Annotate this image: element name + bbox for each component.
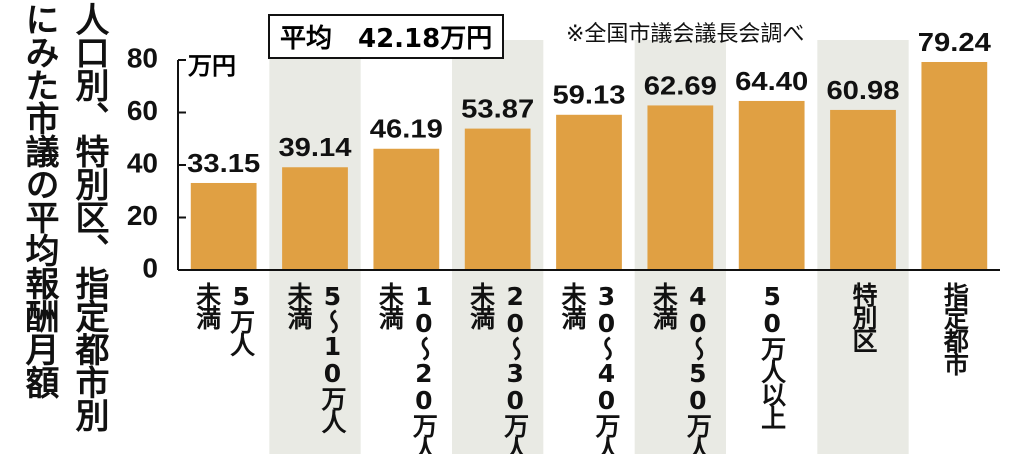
y-tick-label: 40 <box>127 147 158 178</box>
x-tick-label-column: 30～40万人 <box>591 282 621 454</box>
bar <box>738 100 805 270</box>
value-label: 53.87 <box>461 93 534 123</box>
y-tick-label: 80 <box>127 42 158 73</box>
source-note: ※全国市議会議長会調べ <box>566 22 805 47</box>
x-tick-label: 10～20万人 未満 <box>361 282 452 454</box>
x-tick-label-column: 未満 <box>192 282 222 328</box>
chart-title: 人口別、特別区、指定都市別にみた市議の平均報酬月額 <box>19 2 109 431</box>
x-tick-label-column: 未満 <box>375 282 405 328</box>
bar <box>282 167 348 270</box>
average-note: 平均 42.18万円 <box>268 14 505 59</box>
y-tick-label: 60 <box>127 95 158 126</box>
y-unit: 万円 <box>188 52 236 80</box>
x-tick-label-column: 未満 <box>283 282 313 328</box>
x-tick-label: 特別区 <box>817 282 908 351</box>
value-label: 46.19 <box>370 114 443 144</box>
x-tick-label: 指定都市 <box>909 282 1000 374</box>
bar <box>556 114 622 270</box>
x-tick-label-column: 5～10万人 <box>317 282 347 432</box>
bar <box>190 182 257 270</box>
x-tick-label-column: 指定都市 <box>940 282 970 374</box>
x-tick-label: 20～30万人 未満 <box>452 282 543 454</box>
x-tick-label-column: 10～20万人 <box>409 282 439 454</box>
value-label: 59.13 <box>552 80 625 110</box>
value-label: 33.15 <box>187 148 260 178</box>
x-tick-label-column: 特別区 <box>848 282 878 351</box>
bar <box>830 109 896 271</box>
value-label: 62.69 <box>644 70 717 100</box>
x-tick-label-column: 未満 <box>557 282 587 328</box>
x-tick-label-column: 未満 <box>466 282 496 328</box>
x-tick-label-column: 20～30万人 <box>500 282 530 454</box>
x-tick-label-column: 5万人 <box>226 282 256 355</box>
bar <box>647 105 714 270</box>
x-tick-label-column: 40～50万人 <box>683 282 713 454</box>
x-tick-label: 40～50万人 未満 <box>635 282 726 454</box>
y-tick-label: 20 <box>127 200 158 231</box>
x-tick-label: 30～40万人 未満 <box>543 282 634 454</box>
bar <box>464 128 531 270</box>
bar <box>373 148 440 270</box>
x-tick-label: 5～10万人 未満 <box>269 282 360 432</box>
value-label: 60.98 <box>826 75 899 105</box>
y-tick-label: 0 <box>142 252 158 283</box>
value-label: 79.24 <box>918 27 992 57</box>
x-tick-label: 50万人以上 <box>726 282 817 428</box>
x-tick-label-column: 未満 <box>649 282 679 328</box>
x-tick-label: 5万人 未満 <box>178 282 269 355</box>
value-label: 64.40 <box>735 66 808 96</box>
value-label: 39.14 <box>278 132 352 162</box>
x-tick-label-column: 50万人以上 <box>757 282 787 428</box>
bar <box>921 61 988 271</box>
